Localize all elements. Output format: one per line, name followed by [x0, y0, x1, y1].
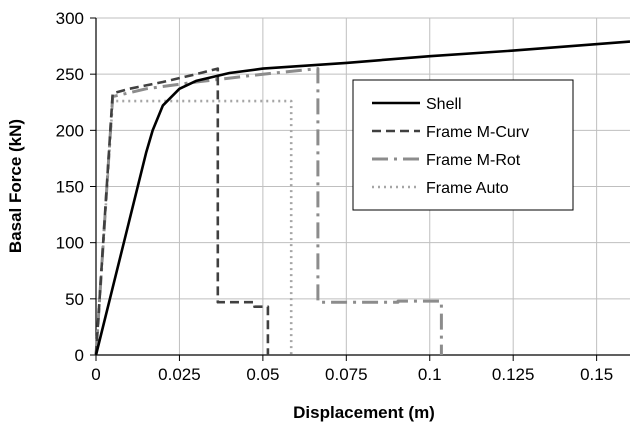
- x-tick-label: 0.025: [158, 365, 201, 384]
- x-tick-label: 0.125: [492, 365, 535, 384]
- legend-label: Shell: [426, 96, 462, 113]
- axes: [90, 17, 630, 361]
- series-line-frame-m-curv: [94, 67, 270, 356]
- legend-label: Frame Auto: [426, 180, 509, 197]
- x-axis-title: Displacement (m): [293, 403, 435, 422]
- y-tick-label: 100: [56, 234, 84, 253]
- x-tick-label: 0.15: [580, 365, 613, 384]
- x-tick-label: 0.075: [325, 365, 368, 384]
- y-tick-label: 200: [56, 121, 84, 140]
- x-tick-label: 0.1: [418, 365, 442, 384]
- x-tick-label: 0.05: [246, 365, 279, 384]
- series-line-frame-m-rot: [94, 67, 443, 356]
- y-axis-title: Basal Force (kN): [6, 119, 25, 253]
- legend: Shell Frame M-Curv Frame M-Rot Frame Auto: [352, 79, 574, 211]
- series-line-shell: [94, 40, 630, 356]
- y-tick-label: 50: [65, 290, 84, 309]
- y-tick-label: 150: [56, 178, 84, 197]
- x-tick-label: 0: [91, 365, 100, 384]
- x-tick-labels: 0 0.025 0.05 0.075 0.1 0.125 0.15: [91, 365, 613, 384]
- y-tick-labels: 0 50 100 150 200 250 300: [56, 9, 84, 365]
- y-tick-label: 0: [75, 346, 84, 365]
- legend-box: [352, 79, 574, 211]
- y-tick-label: 300: [56, 9, 84, 28]
- legend-entries: Shell Frame M-Curv Frame M-Rot Frame Auto: [372, 96, 529, 197]
- y-tick-label: 250: [56, 65, 84, 84]
- legend-label: Frame M-Curv: [426, 124, 529, 141]
- series-lines: [94, 40, 630, 356]
- legend-label: Frame M-Rot: [426, 152, 521, 169]
